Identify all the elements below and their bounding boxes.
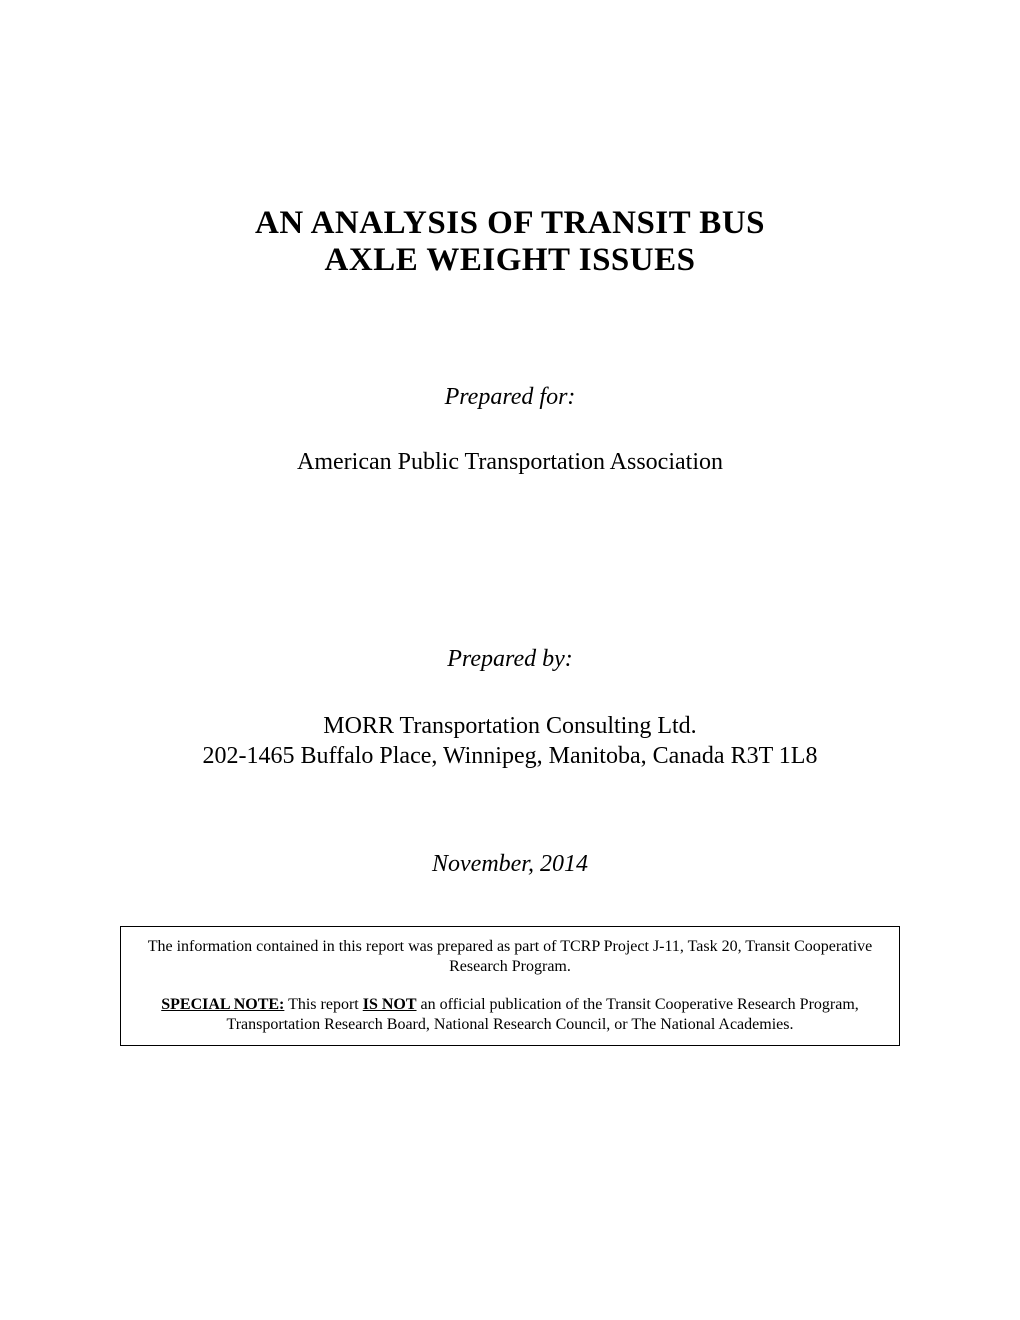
document-date: November, 2014 [110, 851, 910, 878]
title-line-1: AN ANALYSIS OF TRANSIT BUS [110, 205, 910, 242]
prepared-by-line-2: 202-1465 Buffalo Place, Winnipeg, Manito… [110, 741, 910, 771]
notice-paragraph-2: SPECIAL NOTE: This report IS NOT an offi… [141, 995, 879, 1035]
prepared-by-label: Prepared by: [110, 646, 910, 673]
document-title: AN ANALYSIS OF TRANSIT BUS AXLE WEIGHT I… [110, 205, 910, 279]
prepared-for-label: Prepared for: [110, 384, 910, 411]
notice-mid-text-1: This report [284, 996, 362, 1013]
prepared-by-body: MORR Transportation Consulting Ltd. 202-… [110, 711, 910, 771]
title-line-2: AXLE WEIGHT ISSUES [110, 242, 910, 279]
prepared-by-line-1: MORR Transportation Consulting Ltd. [110, 711, 910, 741]
notice-paragraph-1: The information contained in this report… [141, 937, 879, 977]
special-note-label: SPECIAL NOTE: [161, 996, 284, 1013]
prepared-for-body: American Public Transportation Associati… [110, 449, 910, 476]
notice-box: The information contained in this report… [120, 926, 900, 1046]
is-not-emphasis: IS NOT [363, 996, 417, 1013]
